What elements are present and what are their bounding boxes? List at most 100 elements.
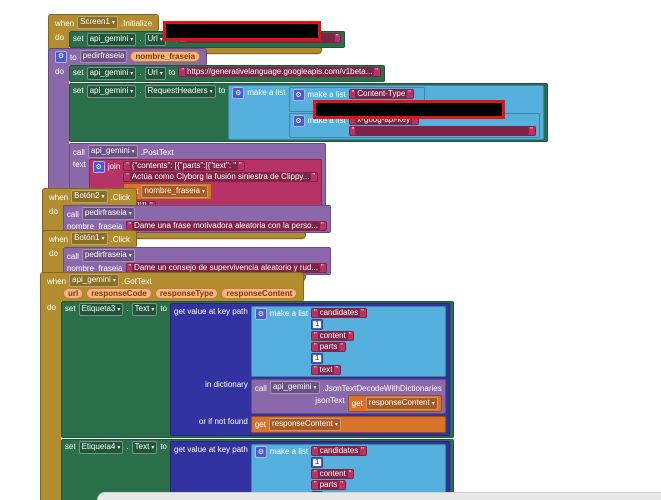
mutator-gear-icon[interactable]: ⚙ <box>254 308 267 320</box>
nombre-fraseia-arg-label: nombre_fraseia <box>66 222 123 231</box>
text-string-value[interactable]: content <box>317 469 348 478</box>
text-string-value[interactable]: text <box>317 365 335 374</box>
number-value[interactable]: 1 <box>313 459 321 466</box>
block-when-boton1-click[interactable]: when Botón1 .Click do call pedirfraseia … <box>42 230 331 281</box>
api-gemini-dropdown[interactable]: api_gemini <box>86 85 137 98</box>
posttext-method-label: .PostText <box>140 147 174 157</box>
param-pill-responsecode[interactable]: responseCode <box>86 288 152 299</box>
text-string-block-text[interactable]: text <box>311 365 341 375</box>
block-set-apigemini-url[interactable]: set api_gemini . Url to https://generati… <box>68 65 385 82</box>
text-string-block-content-type[interactable]: Content-Type <box>348 89 414 99</box>
mutator-gear-icon[interactable]: ⚙ <box>232 87 245 99</box>
param-pill-nombre-fraseia[interactable]: nombre_fraseia <box>130 51 201 62</box>
dot-label: . <box>126 442 129 451</box>
text-string-value[interactable]: Dame un consejo de supervivencia aleator… <box>132 263 321 272</box>
text-string-block-prompt-motivadora[interactable]: Dame una frase motivadora aleatoria con … <box>125 221 327 231</box>
block-call-jsondecode[interactable]: call api_gemini .JsonTextDecodeWithDicti… <box>250 379 446 414</box>
block-make-a-list-outer[interactable]: ⚙ make a list ⚙ make a list Content-Type <box>228 85 544 140</box>
mutator-gear-icon[interactable]: ⚙ <box>292 115 305 127</box>
etiqueta3-dropdown[interactable]: Etiqueta3 <box>78 303 124 316</box>
param-pill-url[interactable]: url <box>63 288 84 299</box>
requestheaders-property-dropdown[interactable]: RequestHeaders <box>144 85 216 98</box>
number-value[interactable]: 1 <box>313 355 321 362</box>
pedirfraseia-dropdown[interactable]: pedirfraseia <box>81 249 135 262</box>
text-string-block-candidates[interactable]: candidates <box>311 446 367 456</box>
number-value[interactable]: 1 <box>313 321 321 328</box>
nombre-fraseia-dropdown[interactable]: nombre_fraseia <box>141 185 208 198</box>
call-label: call <box>72 147 85 157</box>
text-string-value[interactable]: parts <box>317 342 340 351</box>
api-gemini-dropdown[interactable]: api_gemini <box>86 67 137 80</box>
api-gemini-dropdown[interactable]: api_gemini <box>69 274 119 287</box>
text-string-value[interactable]: Dame una frase motivadora aleatoria con … <box>132 221 321 230</box>
text-string-block-system-prompt[interactable]: Actúa como Clyborg la fusión siniestra d… <box>123 172 318 182</box>
block-get-responsecontent[interactable]: get responseContent <box>347 395 442 412</box>
text-string-value[interactable]: candidates <box>317 446 361 455</box>
number-block-1[interactable]: 1 <box>311 353 323 364</box>
dot-label: . <box>139 34 142 43</box>
text-string-value[interactable]: candidates <box>317 308 361 317</box>
block-get-responsecontent[interactable]: get responseContent <box>250 416 446 433</box>
number-block-1[interactable]: 1 <box>311 319 323 330</box>
text-string-value[interactable] <box>355 127 530 135</box>
procedure-name-field[interactable]: pedirfraseia <box>79 50 128 63</box>
block-make-a-list-key-path[interactable]: ⚙ make a list candidates 1 content parts… <box>250 306 446 377</box>
text-string-value[interactable]: parts <box>317 480 340 489</box>
param-pill-responsetype[interactable]: responseType <box>154 288 219 299</box>
mutator-gear-icon[interactable]: ⚙ <box>55 50 67 63</box>
do-slot-rail: do <box>40 301 61 500</box>
call-label: call <box>254 383 267 393</box>
text-string-block-api-url[interactable]: https://generativelanguage.googleapis.co… <box>178 67 381 77</box>
responsecontent-dropdown[interactable]: responseContent <box>268 418 341 431</box>
block-set-apigemini-requestheaders[interactable]: set api_gemini . RequestHeaders to ⚙ mak… <box>68 83 548 142</box>
make-a-list-label: make a list <box>269 309 309 318</box>
block-get-value-at-key-path[interactable]: get value at key path ⚙ make a list cand… <box>170 303 450 436</box>
text-string-block-candidates[interactable]: candidates <box>311 308 367 318</box>
pedirfraseia-dropdown[interactable]: pedirfraseia <box>81 207 135 220</box>
block-set-etiqueta3-text[interactable]: set Etiqueta3 . Text to get value at key… <box>60 301 454 438</box>
block-when-apigemini-gottext[interactable]: when api_gemini .GotText url responseCod… <box>40 272 454 500</box>
text-string-block-api-key-redacted[interactable] <box>348 126 536 136</box>
text-string-block-content[interactable]: content <box>311 469 355 479</box>
get-label: get <box>351 399 363 408</box>
in-dictionary-label: in dictionary <box>205 380 248 389</box>
boton1-dropdown[interactable]: Botón1 <box>71 232 108 245</box>
text-string-value[interactable]: https://generativelanguage.googleapis.co… <box>184 67 375 76</box>
url-property-dropdown[interactable]: Url <box>144 67 166 80</box>
etiqueta4-dropdown[interactable]: Etiqueta4 <box>78 441 124 454</box>
block-when-boton2-click[interactable]: when Botón2 .Click do call pedirfraseia … <box>42 188 331 239</box>
api-gemini-dropdown[interactable]: api_gemini <box>87 145 138 158</box>
text-string-block-parts[interactable]: parts <box>311 480 346 490</box>
text-string-value[interactable]: x-goog-api-key <box>355 115 413 124</box>
param-pill-responsecontent[interactable]: responseContent <box>221 288 298 299</box>
mutator-gear-icon[interactable]: ⚙ <box>92 161 105 173</box>
api-gemini-dropdown[interactable]: api_gemini <box>86 33 137 46</box>
text-property-dropdown[interactable]: Text <box>131 303 158 316</box>
set-label: set <box>64 304 76 313</box>
boton2-dropdown[interactable]: Botón2 <box>71 190 108 203</box>
text-string-value[interactable]: Content-Type <box>355 89 408 98</box>
api-gemini-dropdown[interactable]: api_gemini <box>269 381 320 394</box>
block-make-a-list-key-path[interactable]: ⚙ make a list candidates 1 content parts… <box>250 444 446 500</box>
text-string-block-content[interactable]: content <box>311 331 355 341</box>
mutator-gear-icon[interactable]: ⚙ <box>254 446 267 458</box>
block-call-pedirfraseia[interactable]: call pedirfraseia nombre_fraseia Dame un… <box>62 247 331 275</box>
number-block-1[interactable]: 1 <box>311 457 323 468</box>
to-label: to <box>160 304 167 313</box>
screen1-dropdown[interactable]: Screen1 <box>77 16 118 29</box>
text-string-value[interactable]: {"contents": [{"parts":[{"text": " <box>129 161 239 170</box>
block-set-etiqueta4-text[interactable]: set Etiqueta4 . Text to get value at key… <box>60 439 454 500</box>
block-call-pedirfraseia[interactable]: call pedirfraseia nombre_fraseia Dame un… <box>62 205 331 233</box>
responsecontent-dropdown[interactable]: responseContent <box>365 397 438 410</box>
text-string-block-parts[interactable]: parts <box>311 342 346 352</box>
text-string-value[interactable]: Actúa como Clyborg la fusión siniestra d… <box>129 172 312 181</box>
set-label: set <box>72 68 84 77</box>
text-property-dropdown[interactable]: Text <box>131 441 158 454</box>
text-string-value[interactable]: content <box>317 331 348 340</box>
mutator-gear-icon[interactable]: ⚙ <box>292 89 305 101</box>
jsontext-arg-label: jsonText <box>315 396 345 405</box>
text-string-block-json-prefix[interactable]: {"contents": [{"parts":[{"text": " <box>123 161 245 171</box>
to-procedure-label: to <box>70 52 77 62</box>
block-get-value-at-key-path[interactable]: get value at key path ⚙ make a list cand… <box>170 441 450 500</box>
